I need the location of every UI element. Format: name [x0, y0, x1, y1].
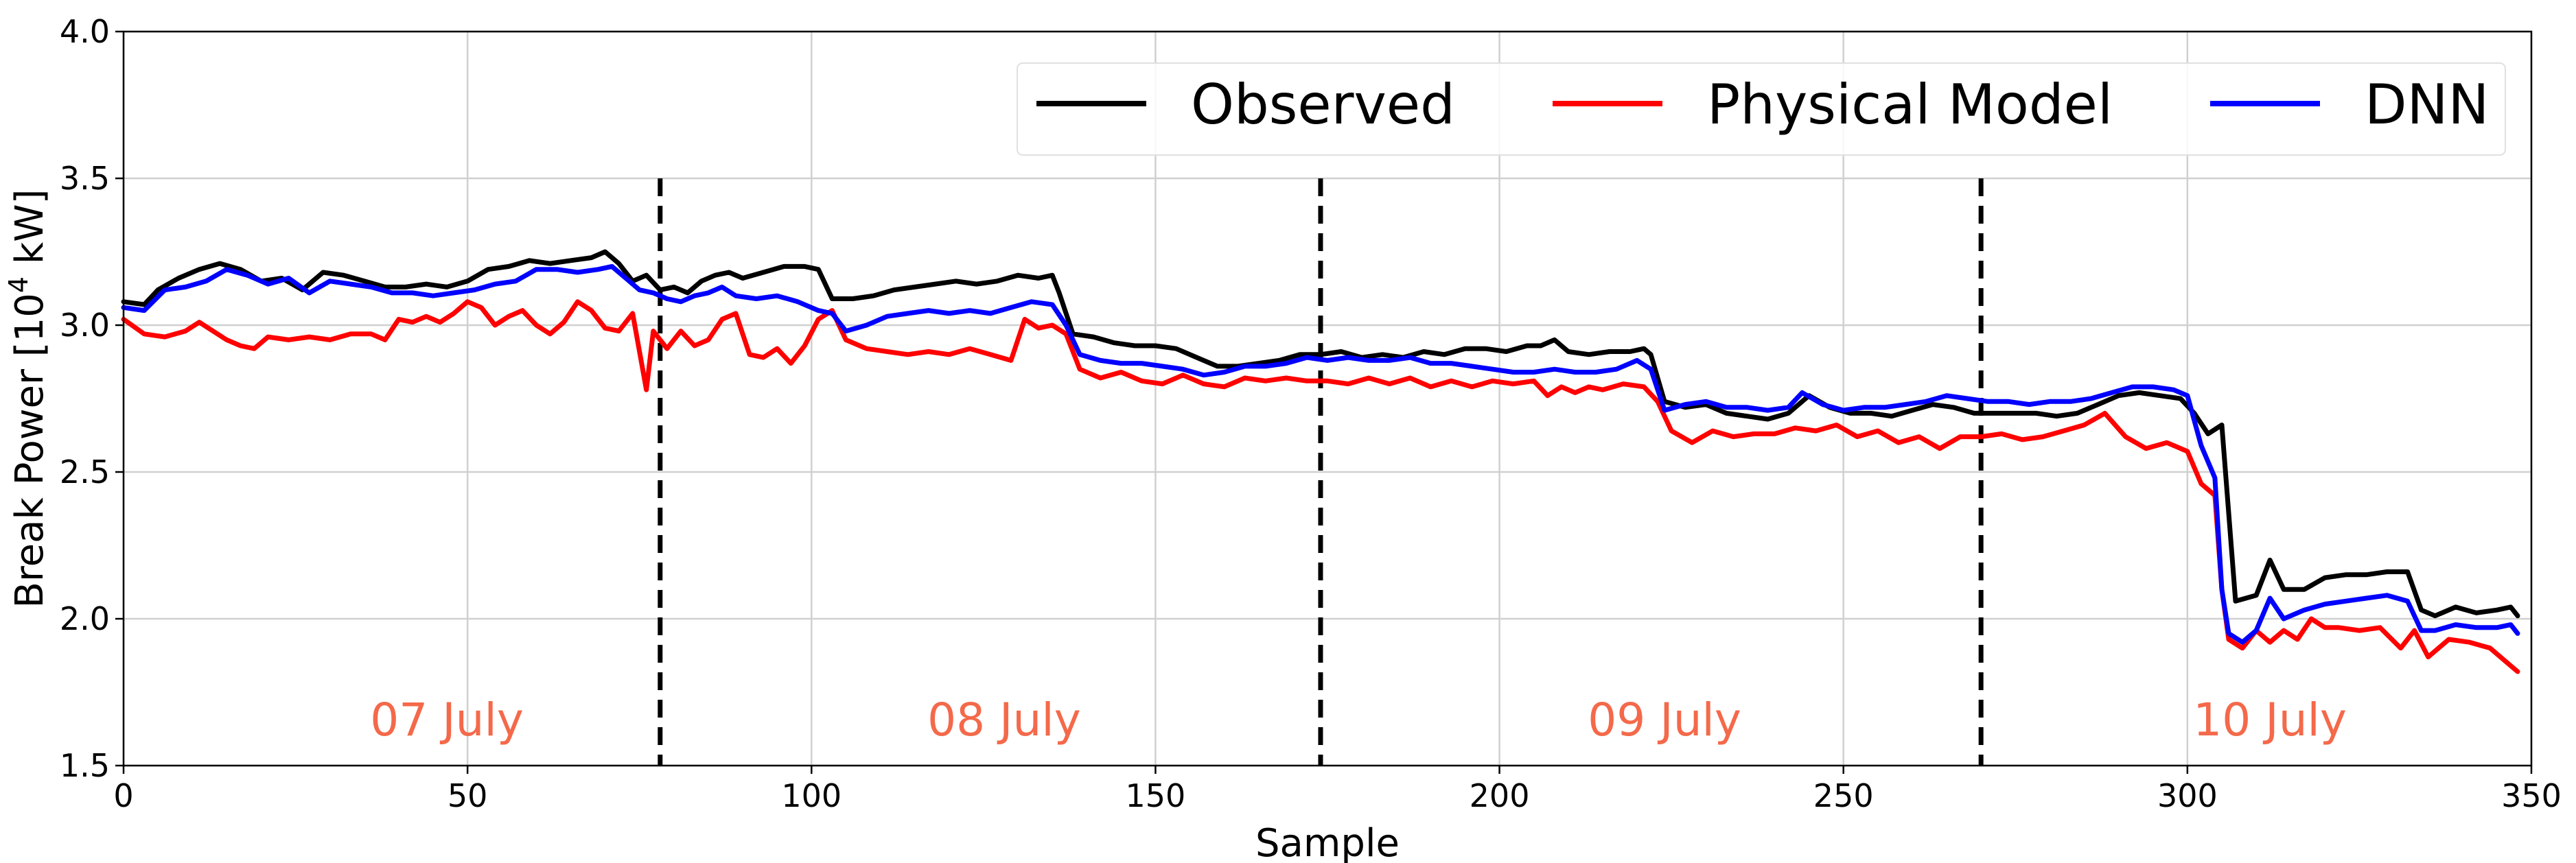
y-axis-title-main: Break Power [10 — [8, 293, 52, 608]
legend-label-physical-model: Physical Model — [1707, 73, 2113, 137]
y-axis-title-exponent: 4 — [3, 276, 34, 293]
series-line-observed — [121, 249, 2520, 619]
x-tick-label: 300 — [2157, 777, 2218, 814]
day-dividers — [658, 178, 1984, 766]
x-tick-label: 50 — [448, 777, 488, 814]
series-line-dnn — [121, 263, 2520, 645]
y-tick-label: 2.0 — [60, 600, 110, 637]
axis-ticks: 0 50 100 150 200 250 300 350 1.5 2.0 2.5 3.0 3.5 4.0 — [60, 13, 2562, 814]
y-tick-label: 3.5 — [60, 160, 110, 197]
day-label: 09 July — [1588, 694, 1741, 746]
plot-frame — [122, 30, 2533, 767]
legend-label-observed: Observed — [1191, 73, 1455, 137]
y-axis-title: Break Power [104 kW] — [3, 189, 52, 608]
x-tick-label: 200 — [1470, 777, 1530, 814]
legend: Observed Physical Model DNN — [1017, 62, 2506, 156]
series-line-physical-model — [121, 299, 2520, 674]
x-tick-label: 150 — [1126, 777, 1186, 814]
x-axis-title: Sample — [1255, 821, 1400, 863]
day-label: 07 July — [370, 694, 524, 746]
legend-label-dnn: DNN — [2365, 73, 2489, 137]
y-tick-label: 3.0 — [60, 307, 110, 344]
y-tick-label: 1.5 — [60, 747, 110, 784]
legend-box — [1017, 62, 2506, 156]
y-tick-label: 2.5 — [60, 453, 110, 490]
x-tick-label: 100 — [781, 777, 842, 814]
x-tick-label: 350 — [2501, 777, 2562, 814]
day-label: 08 July — [927, 694, 1081, 746]
y-tick-label: 4.0 — [60, 13, 110, 50]
y-axis-title-unit: kW] — [8, 189, 52, 276]
x-tick-label: 0 — [113, 777, 133, 814]
x-tick-label: 250 — [1813, 777, 1874, 814]
day-labels: 07 July 08 July 09 July 10 July — [370, 694, 2347, 746]
day-label: 10 July — [2193, 694, 2347, 746]
series-lines — [121, 249, 2520, 674]
